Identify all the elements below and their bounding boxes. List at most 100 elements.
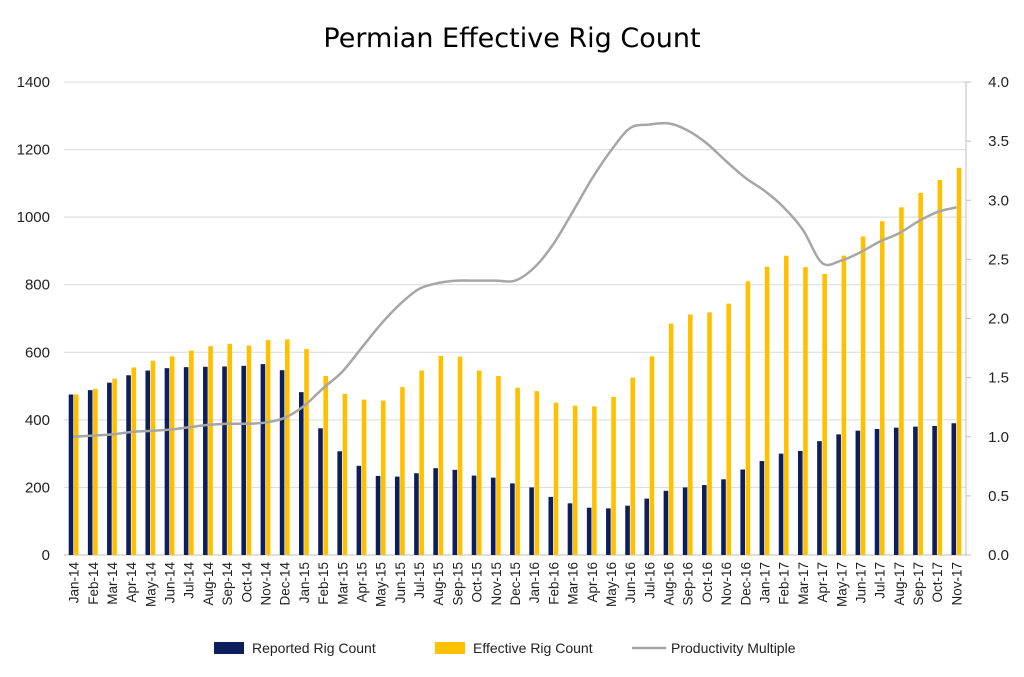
reported-rig-bar [337, 451, 342, 555]
legend-swatch [214, 642, 244, 654]
effective-rig-bar [208, 346, 213, 555]
effective-rig-bar [630, 377, 636, 556]
x-tick-label: Nov-17 [949, 562, 964, 606]
reported-rig-bar [375, 475, 381, 555]
x-tick-label: Mar-14 [105, 562, 120, 605]
reported-rig-bar [797, 450, 803, 555]
x-tick-label: Jan-16 [527, 562, 542, 603]
x-tick-label: Aug-16 [662, 562, 677, 606]
effective-rig-bar [841, 255, 847, 555]
reported-rig-bar [759, 461, 765, 555]
reported-rig-bar [951, 423, 957, 555]
legend: Reported Rig Count Effective Rig Count Pro… [214, 640, 796, 656]
effective-rig-bar [112, 378, 117, 555]
x-tick-label: Apr-14 [124, 562, 139, 603]
effective-rig-bar [169, 356, 175, 555]
effective-rig-bar [668, 323, 674, 555]
effective-rig-bar [227, 343, 233, 555]
x-axis-tick-labels: Jan-14 Feb-14 Mar-14 Apr-14 May-14 Jun-14 Jul-… [67, 562, 965, 608]
x-tick-label: Mar-15 [335, 562, 350, 605]
effective-rig-bar [707, 312, 712, 555]
effective-rig-bar [783, 255, 789, 555]
reported-rig-bar [471, 475, 477, 555]
effective-rig-bar [745, 281, 751, 555]
x-tick-label: Oct-17 [930, 562, 945, 603]
x-tick-label: Sep-17 [911, 562, 926, 606]
x-tick-label: Nov-14 [259, 562, 274, 606]
y-right-tick-label: 2.5 [988, 251, 1009, 268]
reported-rig-bar [414, 473, 419, 555]
effective-rig-bar [592, 406, 597, 555]
reported-rig-bar [260, 364, 266, 555]
reported-rig-bar [318, 428, 323, 555]
x-tick-label: May-16 [604, 562, 619, 607]
effective-rig-bar [534, 391, 540, 555]
reported-rig-bar [548, 496, 554, 555]
effective-rig-bar [400, 387, 405, 555]
reported-rig-bar [721, 479, 726, 555]
x-tick-label: Jun-15 [393, 562, 408, 603]
effective-rig-bar [822, 273, 827, 555]
x-tick-label: Apr-16 [585, 562, 600, 603]
effective-rig-bar [131, 367, 137, 555]
x-tick-label: Apr-15 [354, 562, 369, 603]
y-right-tick-label: 3.0 [988, 192, 1009, 209]
effective-rig-bar [688, 314, 693, 555]
x-tick-label: Feb-15 [316, 562, 331, 605]
effective-rig-bar [726, 303, 732, 555]
reported-rig-bar [183, 367, 189, 555]
reported-rig-bar [87, 390, 93, 555]
x-tick-label: May-14 [143, 562, 158, 608]
effective-rig-bar [150, 360, 156, 555]
effective-rig-bar [93, 388, 98, 555]
reported-rig-bar [682, 487, 688, 555]
x-tick-label: Dec-15 [508, 562, 523, 606]
y-left-tick-label: 1000 [17, 209, 50, 226]
effective-rig-bar [764, 266, 770, 555]
x-tick-label: Feb-17 [777, 562, 792, 605]
y-left-tick-label: 200 [25, 479, 50, 496]
x-tick-label: Jan-14 [67, 562, 82, 604]
effective-rig-bar [879, 221, 885, 555]
y-right-tick-label: 4.0 [988, 74, 1009, 91]
reported-rig-bar [107, 382, 112, 555]
x-tick-label: May-17 [834, 562, 849, 607]
x-tick-label: Sep-15 [450, 562, 465, 606]
reported-rig-bar [529, 487, 534, 555]
y-right-tick-label: 0.0 [988, 547, 1009, 564]
reported-rig-bar [913, 426, 918, 555]
effective-rig-bar [496, 375, 501, 555]
productivity-multiple-line [73, 121, 957, 438]
reported-rig-bar [452, 469, 458, 555]
effective-rig-bar [285, 339, 290, 555]
reported-rig-bar [490, 477, 496, 555]
reported-rig-bar [874, 428, 880, 555]
reported-rig-bar [126, 375, 131, 555]
reported-rig-bar [279, 370, 285, 555]
reported-rig-bar [68, 394, 74, 555]
effective-rig-bar [304, 348, 309, 555]
y-right-tick-label: 2.0 [988, 311, 1009, 328]
y-left-tick-label: 400 [25, 412, 50, 429]
legend-label: Effective Rig Count [473, 640, 593, 656]
effective-rig-bar [918, 192, 923, 555]
x-tick-label: Jun-17 [853, 562, 868, 603]
effective-rig-bar [265, 340, 271, 555]
x-tick-label: Mar-17 [796, 562, 811, 605]
reported-rig-bar [433, 468, 438, 555]
x-tick-label: Nov-16 [719, 562, 734, 606]
legend-swatch [435, 642, 465, 654]
effective-rig-bar [611, 396, 616, 555]
effective-rig-bar [457, 356, 463, 555]
x-tick-label: Mar-16 [566, 562, 581, 605]
reported-rig-bar [298, 392, 304, 555]
effective-rig-bar [515, 387, 520, 555]
reported-rig-bar [740, 469, 745, 555]
x-tick-label: Jan-17 [757, 562, 772, 603]
reported-rig-bar [241, 365, 247, 555]
effective-rig-bar [899, 207, 904, 555]
reported-rig-bar [394, 476, 400, 555]
reported-rig-bar [222, 366, 227, 555]
effective-rig-bar [438, 356, 444, 555]
